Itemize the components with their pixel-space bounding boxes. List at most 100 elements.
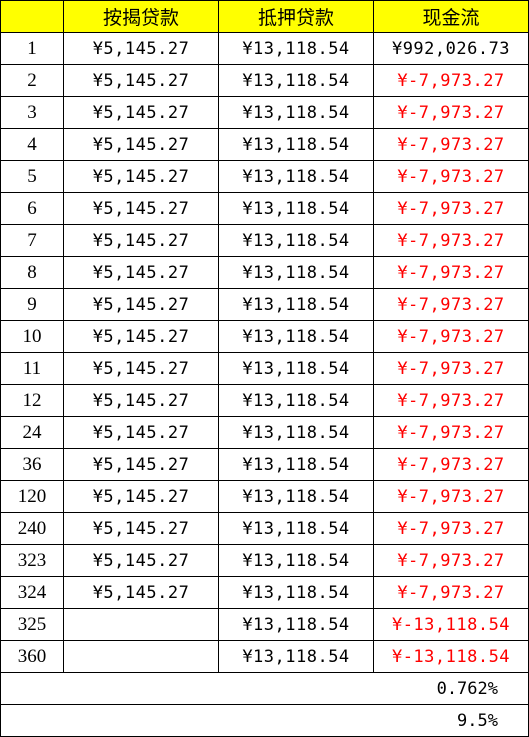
cell-mortgage-collateral[interactable]: ¥13,118.54: [218, 128, 374, 161]
table-row: 10 ¥5,145.27 ¥13,118.54 ¥-7,973.27: [0, 320, 529, 353]
cell-period[interactable]: 7: [0, 224, 64, 257]
cell-mortgage-installment[interactable]: ¥5,145.27: [63, 416, 219, 449]
cell-mortgage-collateral[interactable]: ¥13,118.54: [218, 640, 374, 673]
cell-period[interactable]: 3: [0, 96, 64, 129]
table-row: 6 ¥5,145.27 ¥13,118.54 ¥-7,973.27: [0, 192, 529, 225]
cell-period[interactable]: 240: [0, 512, 64, 545]
summary-row: 0.762%: [0, 672, 529, 705]
cell-mortgage-collateral[interactable]: ¥13,118.54: [218, 32, 374, 65]
cell-cash-flow[interactable]: ¥-7,973.27: [373, 512, 529, 545]
cell-cash-flow[interactable]: ¥-7,973.27: [373, 416, 529, 449]
cell-mortgage-collateral[interactable]: ¥13,118.54: [218, 64, 374, 97]
cell-mortgage-installment[interactable]: ¥5,145.27: [63, 480, 219, 513]
cell-mortgage-installment[interactable]: ¥5,145.27: [63, 96, 219, 129]
cell-period[interactable]: 324: [0, 576, 64, 609]
cell-period[interactable]: 1: [0, 32, 64, 65]
cell-period[interactable]: 8: [0, 256, 64, 289]
cell-cash-flow[interactable]: ¥-7,973.27: [373, 448, 529, 481]
cell-cash-flow[interactable]: ¥-7,973.27: [373, 352, 529, 385]
cell-period[interactable]: 325: [0, 608, 64, 641]
cell-mortgage-collateral[interactable]: ¥13,118.54: [218, 96, 374, 129]
cell-cash-flow[interactable]: ¥-7,973.27: [373, 192, 529, 225]
cell-cash-flow[interactable]: ¥-13,118.54: [373, 608, 529, 641]
summary-cell[interactable]: 0.762%: [0, 672, 529, 705]
cell-period[interactable]: 12: [0, 384, 64, 417]
table-row: 1 ¥5,145.27 ¥13,118.54 ¥992,026.73: [0, 32, 529, 65]
cell-cash-flow[interactable]: ¥-7,973.27: [373, 64, 529, 97]
cell-mortgage-installment[interactable]: ¥5,145.27: [63, 576, 219, 609]
cell-mortgage-installment[interactable]: ¥5,145.27: [63, 384, 219, 417]
cell-period[interactable]: 9: [0, 288, 64, 321]
cell-mortgage-collateral[interactable]: ¥13,118.54: [218, 192, 374, 225]
cell-mortgage-installment[interactable]: [63, 640, 219, 673]
table-row: 3 ¥5,145.27 ¥13,118.54 ¥-7,973.27: [0, 96, 529, 129]
cell-period[interactable]: 323: [0, 544, 64, 577]
cell-mortgage-collateral[interactable]: ¥13,118.54: [218, 288, 374, 321]
cell-cash-flow[interactable]: ¥-7,973.27: [373, 544, 529, 577]
cell-mortgage-installment[interactable]: [63, 608, 219, 641]
cell-mortgage-installment[interactable]: ¥5,145.27: [63, 160, 219, 193]
cell-mortgage-installment[interactable]: ¥5,145.27: [63, 352, 219, 385]
cell-cash-flow[interactable]: ¥-7,973.27: [373, 576, 529, 609]
cell-mortgage-collateral[interactable]: ¥13,118.54: [218, 480, 374, 513]
cell-period[interactable]: 11: [0, 352, 64, 385]
table-row: 360 ¥13,118.54 ¥-13,118.54: [0, 640, 529, 673]
cell-cash-flow[interactable]: ¥-7,973.27: [373, 480, 529, 513]
cell-cash-flow[interactable]: ¥-7,973.27: [373, 320, 529, 353]
cell-mortgage-installment[interactable]: ¥5,145.27: [63, 512, 219, 545]
cell-mortgage-collateral[interactable]: ¥13,118.54: [218, 576, 374, 609]
header-cell-period[interactable]: [0, 0, 64, 33]
cell-mortgage-installment[interactable]: ¥5,145.27: [63, 256, 219, 289]
table-row: 5 ¥5,145.27 ¥13,118.54 ¥-7,973.27: [0, 160, 529, 193]
cell-mortgage-collateral[interactable]: ¥13,118.54: [218, 224, 374, 257]
cell-cash-flow[interactable]: ¥-7,973.27: [373, 288, 529, 321]
cell-mortgage-collateral[interactable]: ¥13,118.54: [218, 544, 374, 577]
cell-mortgage-installment[interactable]: ¥5,145.27: [63, 544, 219, 577]
cell-mortgage-installment[interactable]: ¥5,145.27: [63, 128, 219, 161]
cell-cash-flow[interactable]: ¥-7,973.27: [373, 96, 529, 129]
cell-period[interactable]: 360: [0, 640, 64, 673]
table-row: 9 ¥5,145.27 ¥13,118.54 ¥-7,973.27: [0, 288, 529, 321]
cell-mortgage-installment[interactable]: ¥5,145.27: [63, 288, 219, 321]
cell-cash-flow[interactable]: ¥-7,973.27: [373, 224, 529, 257]
cell-mortgage-collateral[interactable]: ¥13,118.54: [218, 256, 374, 289]
header-cell-mortgage-installment[interactable]: 按揭贷款: [63, 0, 219, 33]
cell-mortgage-collateral[interactable]: ¥13,118.54: [218, 160, 374, 193]
cell-period[interactable]: 2: [0, 64, 64, 97]
cell-cash-flow[interactable]: ¥-7,973.27: [373, 384, 529, 417]
cell-period[interactable]: 5: [0, 160, 64, 193]
cell-cash-flow[interactable]: ¥992,026.73: [373, 32, 529, 65]
cell-period[interactable]: 6: [0, 192, 64, 225]
table-row: 120 ¥5,145.27 ¥13,118.54 ¥-7,973.27: [0, 480, 529, 513]
table-row: 323 ¥5,145.27 ¥13,118.54 ¥-7,973.27: [0, 544, 529, 577]
cell-mortgage-installment[interactable]: ¥5,145.27: [63, 64, 219, 97]
cell-mortgage-installment[interactable]: ¥5,145.27: [63, 192, 219, 225]
cell-mortgage-collateral[interactable]: ¥13,118.54: [218, 320, 374, 353]
table-row: 7 ¥5,145.27 ¥13,118.54 ¥-7,973.27: [0, 224, 529, 257]
cell-period[interactable]: 4: [0, 128, 64, 161]
cell-cash-flow[interactable]: ¥-13,118.54: [373, 640, 529, 673]
header-cell-cash-flow[interactable]: 现金流: [373, 0, 529, 33]
cell-period[interactable]: 10: [0, 320, 64, 353]
header-row: 按揭贷款 抵押贷款 现金流: [0, 0, 529, 33]
cell-period[interactable]: 24: [0, 416, 64, 449]
cell-mortgage-collateral[interactable]: ¥13,118.54: [218, 608, 374, 641]
cell-mortgage-installment[interactable]: ¥5,145.27: [63, 32, 219, 65]
cell-mortgage-collateral[interactable]: ¥13,118.54: [218, 384, 374, 417]
cell-mortgage-collateral[interactable]: ¥13,118.54: [218, 416, 374, 449]
header-cell-mortgage-collateral[interactable]: 抵押贷款: [218, 0, 374, 33]
cell-mortgage-collateral[interactable]: ¥13,118.54: [218, 352, 374, 385]
summary-cell[interactable]: 9.5%: [0, 704, 529, 737]
cell-period[interactable]: 120: [0, 480, 64, 513]
cell-cash-flow[interactable]: ¥-7,973.27: [373, 128, 529, 161]
cell-cash-flow[interactable]: ¥-7,973.27: [373, 160, 529, 193]
cell-mortgage-installment[interactable]: ¥5,145.27: [63, 320, 219, 353]
cell-mortgage-collateral[interactable]: ¥13,118.54: [218, 512, 374, 545]
cell-mortgage-installment[interactable]: ¥5,145.27: [63, 224, 219, 257]
cell-cash-flow[interactable]: ¥-7,973.27: [373, 256, 529, 289]
cell-mortgage-collateral[interactable]: ¥13,118.54: [218, 448, 374, 481]
table-row: 240 ¥5,145.27 ¥13,118.54 ¥-7,973.27: [0, 512, 529, 545]
cell-period[interactable]: 36: [0, 448, 64, 481]
cell-mortgage-installment[interactable]: ¥5,145.27: [63, 448, 219, 481]
